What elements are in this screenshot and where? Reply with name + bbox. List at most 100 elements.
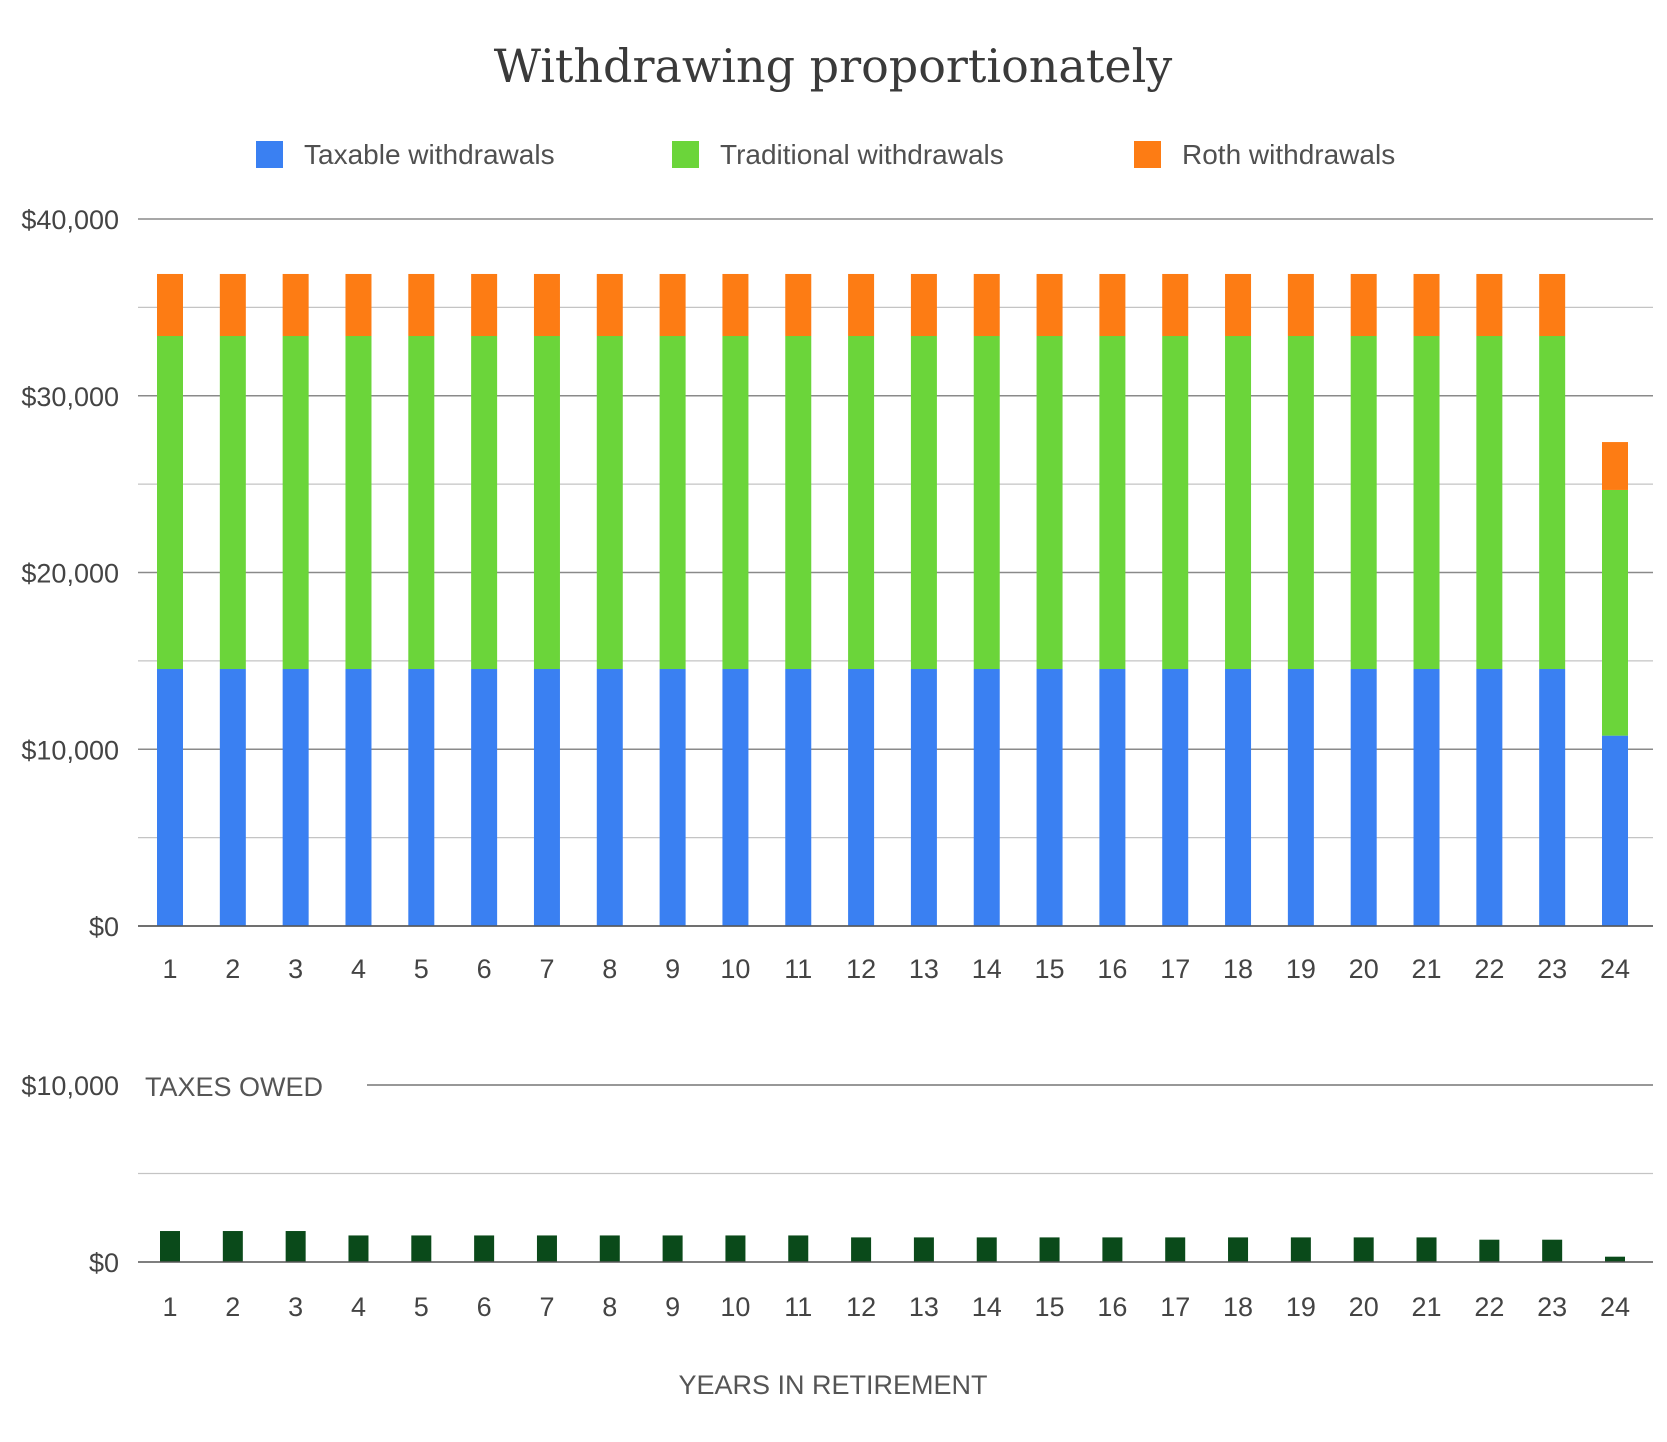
- bar-segment: [973, 273, 1000, 337]
- tax-bar: [1290, 1237, 1311, 1262]
- y-tick-label: $30,000: [21, 382, 119, 412]
- bar-segment: [785, 669, 812, 926]
- x-tick-label: 6: [477, 954, 492, 984]
- legend-label: Traditional withdrawals: [720, 139, 1004, 170]
- y-tick-label: $10,000: [21, 1071, 119, 1101]
- bar-segment: [1225, 336, 1252, 670]
- bar-segment: [722, 336, 749, 670]
- taxes-plot: $10,000$01 2 3 4 5 6 7 8 9 10 11 12 13 14 15 16 17 18 19 20…: [21, 1071, 1653, 1322]
- tax-bar: [536, 1235, 557, 1262]
- x-tick-label: 12: [846, 954, 876, 984]
- bar-segment: [1099, 669, 1126, 926]
- x-tick-label: 12: [846, 1292, 876, 1322]
- tax-bar: [599, 1235, 620, 1262]
- bar-segment: [408, 336, 435, 670]
- x-tick-label: 13: [909, 954, 939, 984]
- legend-swatch: [256, 141, 283, 168]
- bar-segment: [1036, 669, 1063, 926]
- x-tick-label: 7: [539, 1292, 554, 1322]
- bar-segment: [1476, 273, 1503, 337]
- tax-bar: [1102, 1237, 1123, 1262]
- bar-segment: [1162, 669, 1189, 926]
- legend-label: Roth withdrawals: [1182, 139, 1395, 170]
- legend-swatch: [672, 141, 699, 168]
- bar-segment: [408, 273, 435, 337]
- bar-segment: [157, 336, 183, 670]
- tax-bar: [1542, 1239, 1563, 1262]
- bar-segment: [1162, 336, 1189, 670]
- bar-segment: [1539, 336, 1566, 670]
- tax-bar: [976, 1237, 997, 1262]
- x-tick-label: 24: [1600, 1292, 1630, 1322]
- bar-segment: [1602, 735, 1628, 926]
- bar-segment: [1099, 336, 1126, 670]
- x-tick-label: 19: [1286, 1292, 1316, 1322]
- bar-segment: [282, 669, 309, 926]
- y-tick-label: $40,000: [21, 205, 119, 235]
- bar-segment: [848, 669, 875, 926]
- legend-swatch: [1134, 141, 1161, 168]
- bar-segment: [1287, 273, 1314, 337]
- bar-segment: [1413, 273, 1440, 337]
- bar-segment: [596, 336, 623, 670]
- x-tick-label: 8: [602, 954, 617, 984]
- bar-segment: [1476, 336, 1503, 670]
- tax-bar: [662, 1235, 683, 1262]
- x-tick-label: 10: [720, 954, 750, 984]
- bar-segment: [345, 273, 372, 337]
- bar-segment: [848, 336, 875, 670]
- tax-bar: [474, 1235, 495, 1262]
- x-tick-label: 14: [972, 1292, 1002, 1322]
- tax-bar: [411, 1235, 432, 1262]
- x-tick-label: 23: [1537, 1292, 1567, 1322]
- x-tick-label: 10: [720, 1292, 750, 1322]
- legend-label: Taxable withdrawals: [304, 139, 555, 170]
- bar-segment: [219, 336, 246, 670]
- bar-segment: [848, 273, 875, 337]
- x-tick-label: 2: [225, 954, 240, 984]
- x-tick-label: 3: [288, 954, 303, 984]
- x-tick-label: 14: [972, 954, 1002, 984]
- x-tick-label: 22: [1474, 1292, 1504, 1322]
- bar-segment: [1099, 273, 1126, 337]
- tax-bar: [1039, 1237, 1060, 1262]
- bar-segment: [1350, 273, 1377, 337]
- bar-segment: [1225, 669, 1252, 926]
- bar-segment: [1225, 273, 1252, 337]
- bar-segment: [471, 273, 498, 337]
- tax-bar: [348, 1235, 369, 1262]
- x-tick-label: 6: [477, 1292, 492, 1322]
- x-tick-label: 16: [1097, 954, 1127, 984]
- bar-segment: [1539, 669, 1566, 926]
- tax-bar: [1228, 1237, 1249, 1262]
- bar-segment: [785, 336, 812, 670]
- x-tick-label: 18: [1223, 1292, 1253, 1322]
- y-tick-label: $0: [89, 912, 119, 942]
- y-tick-label: $10,000: [21, 735, 119, 765]
- x-tick-label: 11: [784, 1292, 812, 1322]
- bar-segment: [659, 336, 686, 670]
- bar-segment: [345, 336, 372, 670]
- bar-segment: [1413, 669, 1440, 926]
- bar-segment: [533, 669, 560, 926]
- bar-segment: [1162, 273, 1189, 337]
- bar-segment: [659, 273, 686, 337]
- tax-bar: [788, 1235, 809, 1262]
- x-tick-label: 5: [414, 1292, 429, 1322]
- bar-segment: [345, 669, 372, 926]
- x-tick-label: 21: [1411, 954, 1441, 984]
- x-tick-label: 11: [784, 954, 812, 984]
- x-tick-label: 21: [1411, 1292, 1441, 1322]
- tax-bar: [725, 1235, 746, 1262]
- bar-segment: [910, 669, 937, 926]
- x-tick-label: 15: [1035, 954, 1065, 984]
- bar-segment: [1413, 336, 1440, 670]
- bar-segment: [1539, 273, 1566, 337]
- x-tick-label: 13: [909, 1292, 939, 1322]
- bar-segment: [1476, 669, 1503, 926]
- x-tick-label: 15: [1035, 1292, 1065, 1322]
- bar-segment: [1036, 273, 1063, 337]
- bar-segment: [596, 273, 623, 337]
- x-tick-label: 9: [665, 954, 680, 984]
